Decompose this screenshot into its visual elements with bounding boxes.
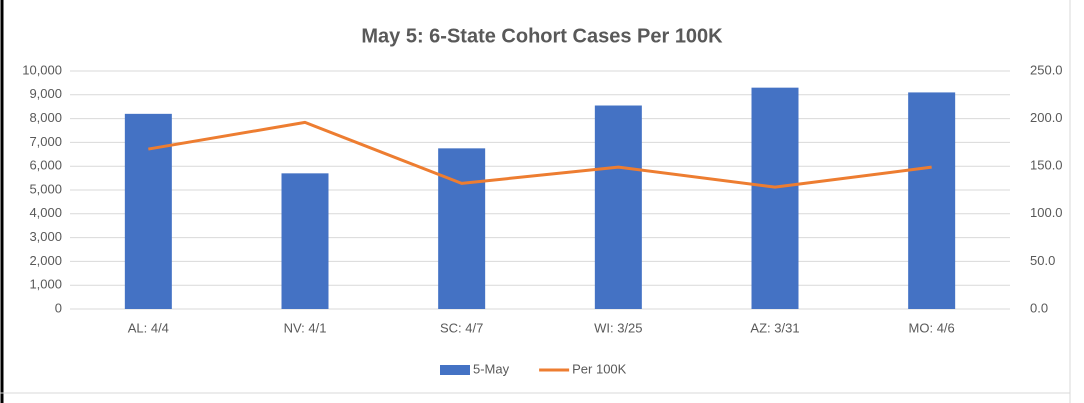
legend-swatch bbox=[440, 365, 470, 375]
y-tick-label: 6,000 bbox=[29, 158, 62, 173]
y-tick-label: 7,000 bbox=[29, 134, 62, 149]
y2-tick-label: 200.0 bbox=[1030, 110, 1063, 125]
x-tick-label: MO: 4/6 bbox=[909, 320, 955, 335]
x-tick-label: SC: 4/7 bbox=[440, 320, 483, 335]
legend-label: Per 100K bbox=[572, 361, 627, 376]
y-tick-label: 5,000 bbox=[29, 181, 62, 196]
y-tick-label: 10,000 bbox=[22, 62, 62, 77]
y-tick-label: 9,000 bbox=[29, 86, 62, 101]
legend-label: 5-May bbox=[473, 361, 510, 376]
y2-tick-label: 0.0 bbox=[1030, 300, 1048, 315]
y2-tick-label: 250.0 bbox=[1030, 62, 1063, 77]
x-tick-label: AZ: 3/31 bbox=[750, 320, 799, 335]
chart-title: May 5: 6-State Cohort Cases Per 100K bbox=[361, 25, 723, 47]
y-tick-label: 4,000 bbox=[29, 205, 62, 220]
line bbox=[148, 120, 932, 189]
x-tick-label: NV: 4/1 bbox=[284, 320, 327, 335]
y-tick-label: 2,000 bbox=[29, 253, 62, 268]
bar bbox=[281, 173, 329, 309]
y2-tick-label: 50.0 bbox=[1030, 253, 1055, 268]
y2-tick-label: 100.0 bbox=[1030, 205, 1063, 220]
bar bbox=[594, 105, 642, 309]
y2-tick-label: 150.0 bbox=[1030, 158, 1063, 173]
x-tick-label: WI: 3/25 bbox=[594, 320, 642, 335]
bar bbox=[751, 87, 799, 309]
y-tick-label: 1,000 bbox=[29, 277, 62, 292]
y-tick-label: 8,000 bbox=[29, 110, 62, 125]
x-tick-label: AL: 4/4 bbox=[128, 320, 169, 335]
bar bbox=[438, 148, 486, 309]
bar bbox=[908, 92, 956, 309]
y-tick-label: 0 bbox=[55, 300, 62, 315]
bar bbox=[124, 113, 172, 309]
y-tick-label: 3,000 bbox=[29, 229, 62, 244]
